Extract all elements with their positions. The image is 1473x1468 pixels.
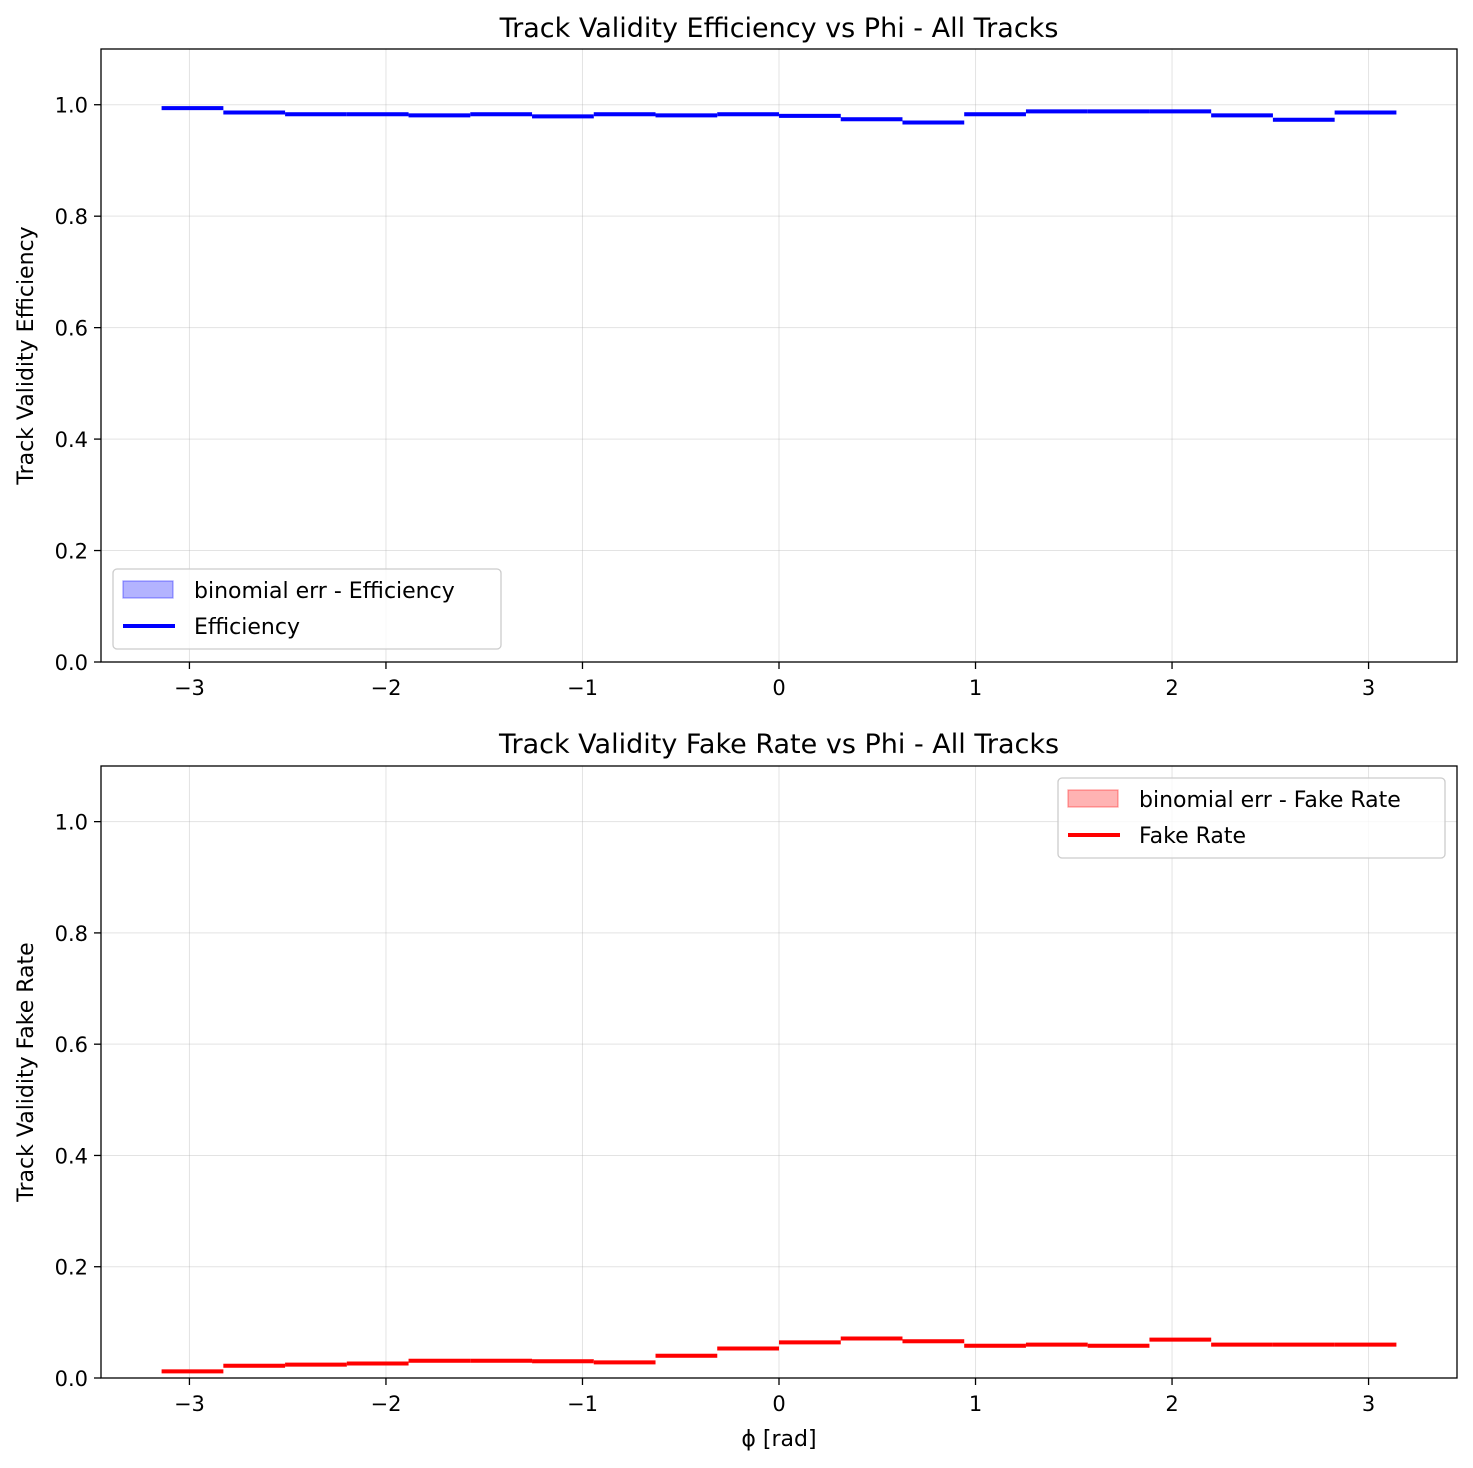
x-tick-label: −1 xyxy=(567,676,598,700)
x-tick-label: 1 xyxy=(969,676,982,700)
y-tick-label: 0.2 xyxy=(55,1256,88,1280)
x-tick-label: 0 xyxy=(772,676,785,700)
x-tick-label: 3 xyxy=(1362,1392,1375,1416)
y-tick-label: 0.8 xyxy=(55,922,88,946)
y-tick-label: 0.6 xyxy=(55,1033,88,1057)
legend-box xyxy=(112,568,502,650)
x-tick-label: −1 xyxy=(567,1392,598,1416)
y-tick-label: 0.0 xyxy=(55,1367,88,1391)
legend-band-label: binomial err - Fake Rate xyxy=(1139,788,1401,813)
x-tick-label: 0 xyxy=(772,1392,785,1416)
legend-line-label: Fake Rate xyxy=(1139,824,1246,849)
x-axis-label: ϕ [rad] xyxy=(741,1427,816,1452)
legend-band-swatch xyxy=(1067,789,1119,808)
chart-panel-2: −3 −2 −1 0 1 2 3 0.0 0.2 0.4 0.6 0.8 1.0 Track Validi… xyxy=(14,729,1458,1452)
x-tick-label: 2 xyxy=(1165,676,1178,700)
y-tick-label: 0.2 xyxy=(55,540,88,564)
legend-line-label: Efficiency xyxy=(194,615,300,640)
y-tick-label: 0.4 xyxy=(55,428,88,452)
legend-band-label: binomial err - Efficiency xyxy=(194,579,455,604)
x-tick-label: −2 xyxy=(370,1392,401,1416)
legend-band-swatch xyxy=(122,580,174,599)
legend: binomial err - Efficiency Efficiency xyxy=(112,568,502,650)
y-tick-label: 0.4 xyxy=(55,1144,88,1168)
y-tick-label: 0.6 xyxy=(55,317,88,341)
y-axis-label: Track Validity Fake Rate xyxy=(14,942,39,1202)
y-tick-label: 0.0 xyxy=(55,651,88,675)
x-tick-label: 1 xyxy=(969,1392,982,1416)
y-tick-label: 1.0 xyxy=(55,94,88,118)
y-axis-label: Track Validity Efficiency xyxy=(14,226,39,485)
x-tick-label: −3 xyxy=(174,1392,205,1416)
legend: binomial err - Fake Rate Fake Rate xyxy=(1057,777,1446,859)
x-tick-label: 3 xyxy=(1362,676,1375,700)
chart-title: Track Validity Fake Rate vs Phi - All Tr… xyxy=(498,729,1059,760)
x-tick-label: −3 xyxy=(174,676,205,700)
chart-panel-1: −3 −2 −1 0 1 2 3 0.0 0.2 0.4 0.6 0.8 1.0 Track Validi… xyxy=(14,13,1458,700)
y-tick-label: 1.0 xyxy=(55,811,88,835)
legend-box xyxy=(1057,777,1446,859)
x-tick-label: −2 xyxy=(370,676,401,700)
x-tick-label: 2 xyxy=(1165,1392,1178,1416)
chart-title: Track Validity Efficiency vs Phi - All T… xyxy=(499,13,1059,44)
y-tick-label: 0.8 xyxy=(55,205,88,229)
